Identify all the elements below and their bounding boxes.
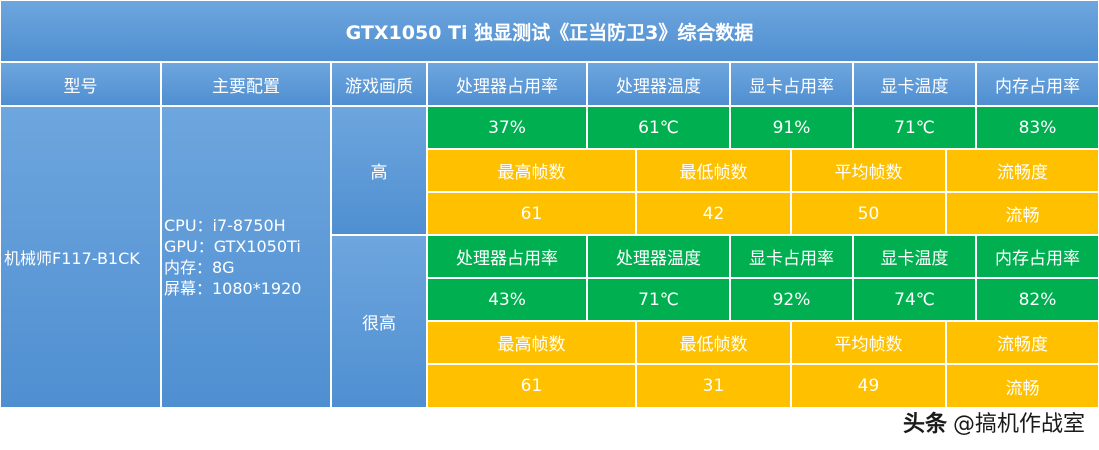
watermark-brand: 头条 — [902, 412, 947, 437]
header-mem-usage: 内存占用率 — [976, 62, 1099, 106]
high-cpu-temp-value: 61℃ — [587, 106, 730, 149]
veryhigh-gpu-temp-header: 显卡温度 — [853, 235, 976, 278]
veryhigh-gpu-usage-header: 显卡占用率 — [730, 235, 853, 278]
veryhigh-cpu-temp-value: 71℃ — [587, 278, 730, 321]
high-max-fps-value: 61 — [427, 192, 636, 235]
veryhigh-mem-usage-value: 82% — [976, 278, 1099, 321]
high-avg-fps-header: 平均帧数 — [791, 149, 946, 192]
config-screen: 屏幕：1080*1920 — [164, 279, 302, 298]
high-cpu-usage-value: 37% — [427, 106, 587, 149]
high-max-fps-header: 最高帧数 — [427, 149, 636, 192]
config-lines: CPU：i7-8750H GPU：GTX1050Ti 内存：8G 屏幕：1080… — [164, 215, 301, 299]
veryhigh-gpu-usage-value: 92% — [730, 278, 853, 321]
high-mem-usage-value: 83% — [976, 106, 1099, 149]
config-cell: CPU：i7-8750H GPU：GTX1050Ti 内存：8G 屏幕：1080… — [161, 106, 331, 408]
header-config: 主要配置 — [161, 62, 331, 106]
veryhigh-gpu-temp-value: 74℃ — [853, 278, 976, 321]
header-cpu-temp: 处理器温度 — [587, 62, 730, 106]
header-model: 型号 — [0, 62, 161, 106]
header-quality: 游戏画质 — [331, 62, 427, 106]
config-cpu: CPU：i7-8750H — [164, 216, 286, 235]
high-gpu-usage-value: 91% — [730, 106, 853, 149]
veryhigh-smoothness-header: 流畅度 — [946, 321, 1099, 364]
header-cpu-usage: 处理器占用率 — [427, 62, 587, 106]
model-cell: 机械师F117-B1CK — [0, 106, 161, 408]
veryhigh-avg-fps-header: 平均帧数 — [791, 321, 946, 364]
high-gpu-temp-value: 71℃ — [853, 106, 976, 149]
high-avg-fps-value: 50 — [791, 192, 946, 235]
veryhigh-cpu-temp-header: 处理器温度 — [587, 235, 730, 278]
veryhigh-min-fps-header: 最低帧数 — [636, 321, 791, 364]
config-memory: 内存：8G — [164, 258, 235, 277]
watermark: 头条 @搞机作战室 — [903, 404, 1085, 440]
veryhigh-max-fps-header: 最高帧数 — [427, 321, 636, 364]
veryhigh-avg-fps-value: 49 — [791, 364, 946, 408]
quality-very-high: 很高 — [331, 235, 427, 408]
veryhigh-max-fps-value: 61 — [427, 364, 636, 408]
watermark-handle: @搞机作战室 — [952, 412, 1085, 437]
veryhigh-cpu-usage-header: 处理器占用率 — [427, 235, 587, 278]
header-gpu-usage: 显卡占用率 — [730, 62, 853, 106]
high-smoothness-value: 流畅 — [946, 192, 1099, 235]
quality-high: 高 — [331, 106, 427, 235]
veryhigh-cpu-usage-value: 43% — [427, 278, 587, 321]
high-min-fps-header: 最低帧数 — [636, 149, 791, 192]
table-title: GTX1050 Ti 独显测试《正当防卫3》综合数据 — [0, 0, 1099, 62]
high-smoothness-header: 流畅度 — [946, 149, 1099, 192]
high-min-fps-value: 42 — [636, 192, 791, 235]
header-gpu-temp: 显卡温度 — [853, 62, 976, 106]
veryhigh-smoothness-value: 流畅 — [946, 364, 1099, 408]
config-gpu: GPU：GTX1050Ti — [164, 237, 301, 256]
veryhigh-mem-usage-header: 内存占用率 — [976, 235, 1099, 278]
veryhigh-min-fps-value: 31 — [636, 364, 791, 408]
